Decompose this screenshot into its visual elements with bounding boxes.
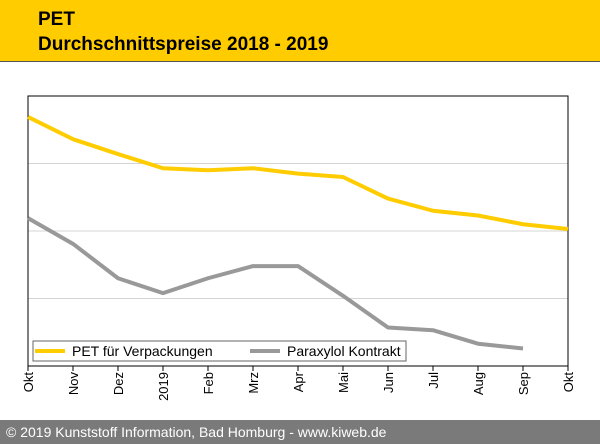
x-tick-label: Jun	[381, 372, 396, 393]
legend-label: Paraxylol Kontrakt	[287, 343, 401, 359]
chart-title: PET	[38, 9, 75, 30]
x-tick-label: Dez	[111, 372, 126, 395]
chart-subtitle: Durchschnittspreise 2018 - 2019	[38, 34, 329, 55]
legend-box	[32, 340, 407, 362]
copyright-text: © 2019 Kunststoff Information, Bad Hombu…	[6, 424, 387, 440]
x-tick-label: Feb	[201, 372, 216, 394]
x-tick-label: Nov	[66, 372, 81, 396]
x-tick-label: Okt	[21, 372, 36, 393]
legend-label: PET für Verpackungen	[72, 343, 213, 359]
footer: © 2019 Kunststoff Information, Bad Hombu…	[0, 420, 600, 444]
line-chart: Okt Nov Dez 2019 Feb Mrz Apr Mai Jun Jul Aug Sep Okt…	[21, 95, 576, 401]
x-tick-label: Jul	[426, 372, 441, 389]
x-tick-label: Okt	[561, 372, 576, 393]
series-line-pet	[27, 115, 569, 231]
header-banner: PET Durchschnittspreise 2018 - 2019	[0, 0, 600, 62]
x-tick-label: 2019	[156, 372, 171, 401]
x-tick-label: Mrz	[246, 372, 261, 394]
x-tick-label: Sep	[516, 372, 531, 395]
x-tick-label: Aug	[471, 372, 486, 395]
x-tick-label: Mai	[336, 372, 351, 393]
x-tick-label: Apr	[291, 371, 306, 392]
series-line-paraxylol	[27, 216, 524, 351]
